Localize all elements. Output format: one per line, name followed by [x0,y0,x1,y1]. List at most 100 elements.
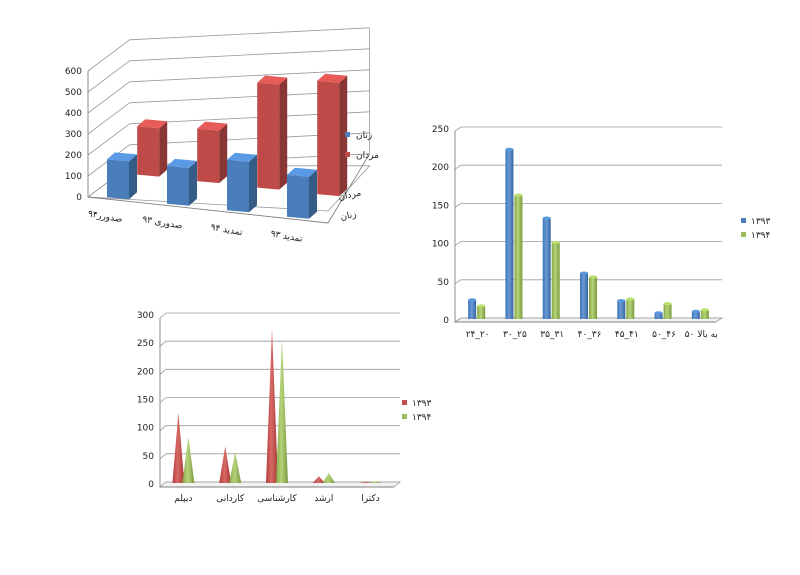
chart-1-y-tick-label: 300 [65,130,82,140]
chart-3-gridline [159,397,400,403]
chart-3-x-tick-label: کاردانی [216,494,245,504]
chart-1-bar-men-top [137,119,168,129]
chart-1-bar-women-front [287,174,309,219]
chart-2-x-tick-label: ۵۰ به بالا [685,330,718,340]
chart-2-bar-1394 [663,303,672,319]
chart-2-gridline [454,241,722,246]
chart-2-y-tick-label: 100 [432,240,449,250]
chart-2-bar-1394 [626,299,635,319]
chart-2-x-tick-label: ۳۰_۲۵ [503,330,527,340]
chart-2-bar-1393 [542,218,551,319]
chart-3-gridline [159,340,400,347]
chart-2-bar-top [580,271,588,275]
chart-2-x-tick-label: ۳۵_۳۱ [540,330,564,340]
chart-3-legend-swatch [402,400,407,405]
chart-3-cone-1394 [229,452,242,483]
chart-2-legend-label: ۱۳۹۴ [751,231,771,241]
chart-1-y-tick-label: 400 [65,109,82,119]
chart-2-bar-1393 [468,299,477,319]
chart-2-bar-1393 [580,273,588,319]
chart-2-bar-top [514,193,523,197]
chart-2-y-tick-label: 0 [443,316,449,326]
chart-1-x-tick-label: تمدید ۹۴ [210,223,244,239]
chart-3-legend-swatch [402,414,407,419]
chart-2-gridline [454,202,722,208]
chart-2-bar-top [700,308,709,312]
chart-1-gridline [87,27,370,72]
chart-1-legend-swatch [345,152,350,157]
chart-1-bar-women-top [167,158,197,168]
chart-2-bar-top [505,147,514,151]
chart-3-cone-1393 [172,412,185,483]
chart-3-x-tick-label: دیپلم [174,494,192,504]
chart-2-x-tick-label: ۴۰_۳۶ [578,330,602,340]
chart-1-bar-men-front [317,80,340,197]
chart-3-y-tick-label: 250 [137,339,154,349]
chart-1-bar-men-front [137,126,160,177]
chart-2-bar-1393 [617,300,626,319]
chart-1-gridline [87,132,370,177]
chart-3-y-tick-label: 150 [137,396,154,406]
chart-2-bar-1393 [654,312,663,319]
chart-1-bar-women-top [227,152,257,162]
chart-3-x-tick-label: ارشد [314,494,333,504]
chart-1-legend-swatch [345,132,350,137]
chart-2-bar-1394 [514,195,523,319]
chart-1-bar-men-front [197,128,220,184]
chart-2-gridline [454,279,722,285]
chart-1-x-tick-label: صدوری ۹۳ [141,215,183,232]
chart-2-bar-top [654,311,663,315]
chart-2-x-tick-label: ۵۰_۴۶ [652,330,676,340]
chart-2-legend-label: ۱۳۹۳ [751,217,771,227]
chart-3-cone-1394 [276,339,288,483]
chart-2-y-tick-label: 250 [432,125,449,135]
chart-2-bar-top [542,216,551,220]
chart-2-bar-top [617,299,626,303]
chart-2-legend-swatch [741,232,746,237]
chart-1-bar-women-side [249,154,257,213]
chart-1-x-tick-label: صدورر۹۴ [87,209,123,225]
chart-2-bar-top [663,302,672,306]
chart-2-bar-top [468,298,477,302]
chart-2-y-tick-label: 200 [432,163,449,173]
chart-1-depth-axis [327,153,370,224]
chart-2-bar-1394 [551,242,560,319]
chart-3-legend-label: ۱۳۹۳ [412,399,432,409]
chart-3-gridline [159,312,400,319]
chart-3-cone-1393 [359,481,372,483]
chart-1-bar-women-side [309,169,317,219]
chart-1-bar-women-front [227,159,249,213]
chart-1-gridline [87,69,370,114]
chart-2-bar-top [477,304,486,308]
chart-1-depth-label: مردان [338,188,363,203]
chart-2-gridline [454,164,722,170]
chart-2-legend-swatch [741,218,746,223]
chart-1-x-tick-label: تمدید ۹۳ [270,229,304,245]
chart-1-gender-3d-bar: 0 100 200 300 400 500 600 صدورر۹۴ صدوری ۹۳ تمدید … [65,27,379,245]
chart-2-bar-1394 [700,309,709,319]
chart-3-cone-1393 [312,476,325,483]
chart-1-y-tick-label: 600 [65,67,82,77]
chart-1-y-tick-label: 200 [65,151,82,161]
chart-1-bar-men-front [257,82,280,190]
chart-2-gridline [454,126,722,132]
chart-1-y-tick-label: 500 [65,88,82,98]
chart-1-bar-women-top [287,167,317,177]
chart-3-cone-1394 [182,436,195,483]
chart-2-y-tick-label: 150 [432,201,449,211]
chart-3-x-tick-label: دکترا [361,494,379,504]
chart-3-gridline [159,453,400,460]
chart-2-bar-1393 [691,311,700,319]
chart-1-depth-label: زنان [340,210,358,223]
chart-1-bar-women-side [189,160,197,206]
chart-1-gridline [87,48,370,93]
chart-1-bar-men-side [339,75,348,197]
chart-3-legend-label: ۱۳۹۴ [412,413,432,423]
chart-3-y-tick-label: 300 [137,311,154,321]
chart-1-x-axis [87,196,329,224]
chart-2-bar-top [551,241,560,245]
chart-1-bar-women-side [129,154,137,200]
chart-3-cone-1394 [322,472,335,483]
chart-2-bar-1394 [589,276,597,319]
